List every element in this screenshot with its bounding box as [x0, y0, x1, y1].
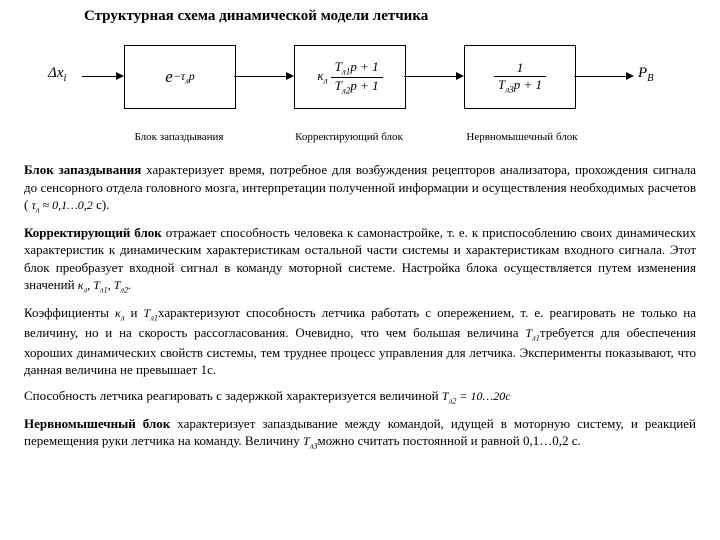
math-tau: τл ≈ 0,1…0,2 — [32, 198, 93, 212]
paragraph-lag: Способность летчика реагировать с задерж… — [24, 387, 696, 407]
math-t2: Tл2 = 10…20с — [442, 389, 511, 403]
fraction-denominator: Tл3p + 1 — [494, 76, 546, 95]
neuromuscular-block: 1 Tл3p + 1 — [464, 45, 576, 109]
output-label: PВ — [638, 65, 654, 84]
caption-neuromuscular: Нервномышечный блок — [452, 131, 592, 143]
arrow-head-icon — [286, 72, 294, 80]
block-diagram: Δxi e−τлp κл Tл1p + 1 Tл2p + 1 1 Tл3p + … — [24, 35, 696, 155]
term-delay: Блок запаздывания — [24, 162, 141, 177]
fraction-numerator: Tл1p + 1 — [331, 59, 383, 77]
math-t1: Tл1 — [144, 306, 159, 320]
paragraph-neuromuscular: Нервномышечный блок характеризует запазд… — [24, 415, 696, 452]
math-params: κл, Tл1, Tл2. — [78, 278, 131, 292]
caption-correcting: Корректирующий блок — [284, 131, 414, 143]
math-t3: Tл3 — [303, 434, 318, 448]
page-title: Структурная схема динамической модели ле… — [84, 8, 696, 25]
paragraph-delay: Блок запаздывания характеризует время, п… — [24, 161, 696, 216]
input-label: Δxi — [48, 65, 66, 84]
term-neuromuscular: Нервномышечный блок — [24, 416, 170, 431]
arrow — [234, 76, 290, 77]
kappa-symbol: κл — [317, 68, 327, 86]
arrow-head-icon — [116, 72, 124, 80]
correcting-block: κл Tл1p + 1 Tл2p + 1 — [294, 45, 406, 109]
math-t1b: Tл1 — [525, 326, 540, 340]
fraction-numerator: 1 — [494, 60, 546, 76]
arrow-head-icon — [626, 72, 634, 80]
fraction-denominator: Tл2p + 1 — [331, 77, 383, 96]
arrow — [404, 76, 460, 77]
arrow — [574, 76, 630, 77]
caption-delay: Блок запаздывания — [119, 131, 239, 143]
delay-block: e−τлp — [124, 45, 236, 109]
term-correcting: Корректирующий блок — [24, 225, 162, 240]
paragraph-coefficients: Коэффициенты κл и Tл1характеризуют спосо… — [24, 304, 696, 379]
paragraph-correcting: Корректирующий блок отражает способность… — [24, 224, 696, 296]
arrow-head-icon — [456, 72, 464, 80]
arrow — [82, 76, 120, 77]
